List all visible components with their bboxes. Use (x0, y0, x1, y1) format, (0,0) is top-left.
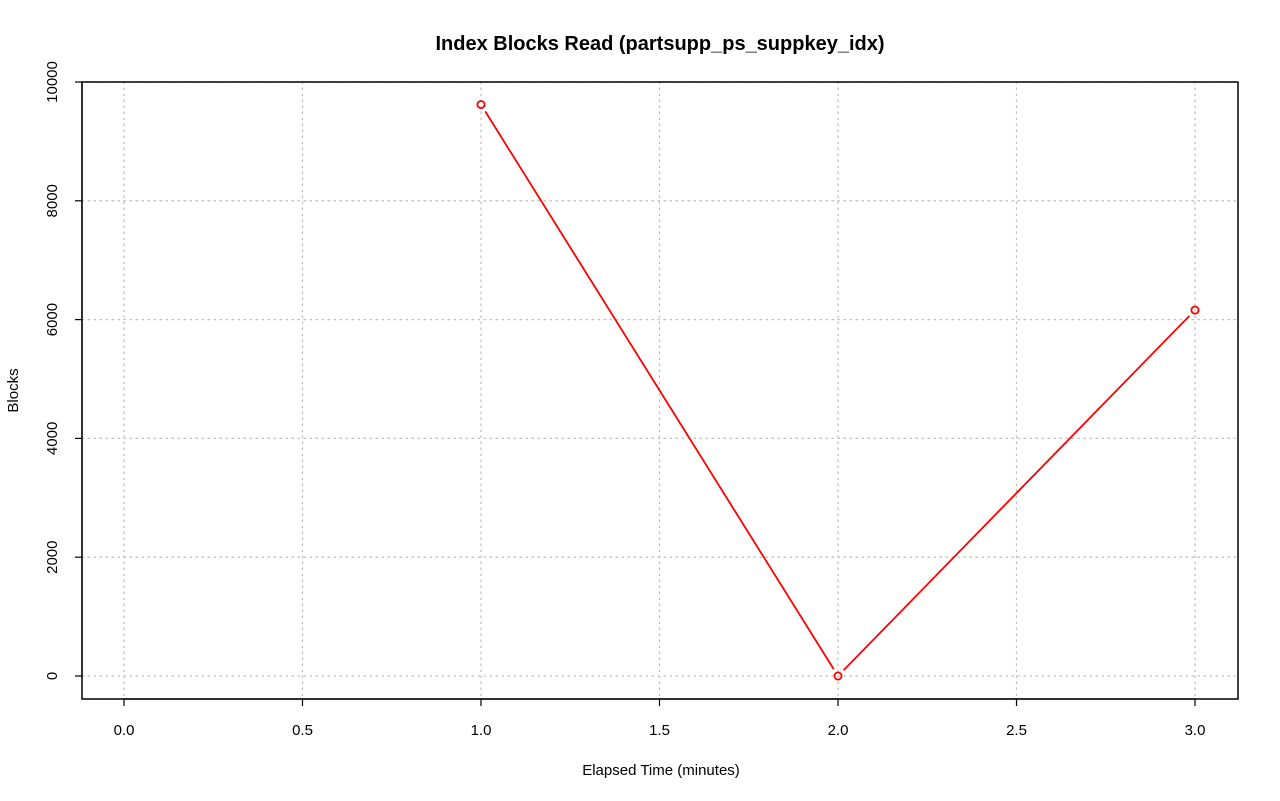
x-tick-label: 1.0 (471, 722, 492, 739)
y-tick-label: 4000 (44, 422, 61, 455)
x-tick-label: 0.0 (114, 722, 135, 739)
data-point (476, 100, 486, 110)
plot-frame (81, 81, 1239, 700)
x-tick-label: 1.5 (649, 722, 670, 739)
y-tick-label: 0 (44, 672, 61, 680)
data-point (833, 671, 843, 681)
chart-title: Index Blocks Read (partsupp_ps_suppkey_i… (435, 33, 884, 55)
series-line-segment (842, 315, 1191, 671)
y-axis-title: Blocks (5, 368, 22, 412)
series-layer (476, 100, 1200, 681)
x-tick-label: 3.0 (1185, 722, 1206, 739)
series-line-segment (484, 110, 835, 670)
y-tick-label: 2000 (44, 541, 61, 574)
axes-layer: 0.0 0.5 1.0 1.5 2.0 2.5 3.0 0 2000 4000 6000 8000 10… (44, 61, 1205, 739)
data-point (1190, 305, 1200, 315)
y-tick-label: 8000 (44, 184, 61, 217)
x-tick-label: 2.0 (828, 722, 849, 739)
x-tick-label: 2.5 (1006, 722, 1027, 739)
y-tick-label: 10000 (44, 61, 61, 103)
x-tick-label: 0.5 (292, 722, 313, 739)
x-axis-title: Elapsed Time (minutes) (582, 762, 740, 779)
y-tick-label: 6000 (44, 303, 61, 336)
